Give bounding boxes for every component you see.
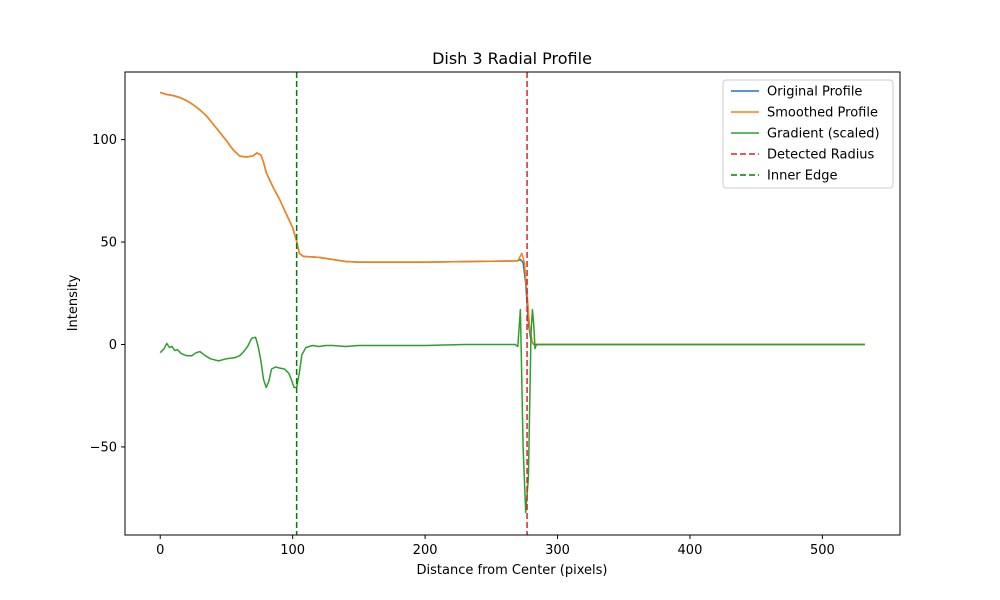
x-tick-label: 0 (156, 543, 164, 558)
x-tick-label: 300 (545, 543, 570, 558)
x-tick-label: 200 (413, 543, 438, 558)
legend-label: Smoothed Profile (767, 106, 878, 121)
x-axis-title: Distance from Center (pixels) (417, 563, 608, 578)
legend-label: Original Profile (767, 85, 862, 100)
x-tick-label: 500 (810, 543, 835, 558)
plot-area (159, 72, 865, 535)
y-axis-title: Intensity (66, 274, 81, 331)
axis-ticks: 0 100 200 300 400 500 −50 0 50 100 (90, 133, 835, 558)
legend-label: Inner Edge (767, 169, 838, 184)
y-tick-label: 100 (92, 133, 117, 148)
axes-frame (124, 71, 901, 536)
chart-title: Dish 3 Radial Profile (432, 49, 592, 68)
y-tick-label: 0 (109, 338, 117, 353)
legend: Original Profile Smoothed Profile Gradient… (722, 79, 894, 189)
x-tick-label: 100 (280, 543, 305, 558)
series-gradient-scaled (159, 308, 865, 514)
x-tick-label: 400 (678, 543, 703, 558)
legend-label: Gradient (scaled) (767, 127, 880, 142)
y-tick-label: −50 (90, 440, 117, 455)
legend-label: Detected Radius (767, 148, 875, 163)
legend-box (722, 79, 894, 189)
y-tick-label: 50 (100, 236, 117, 251)
